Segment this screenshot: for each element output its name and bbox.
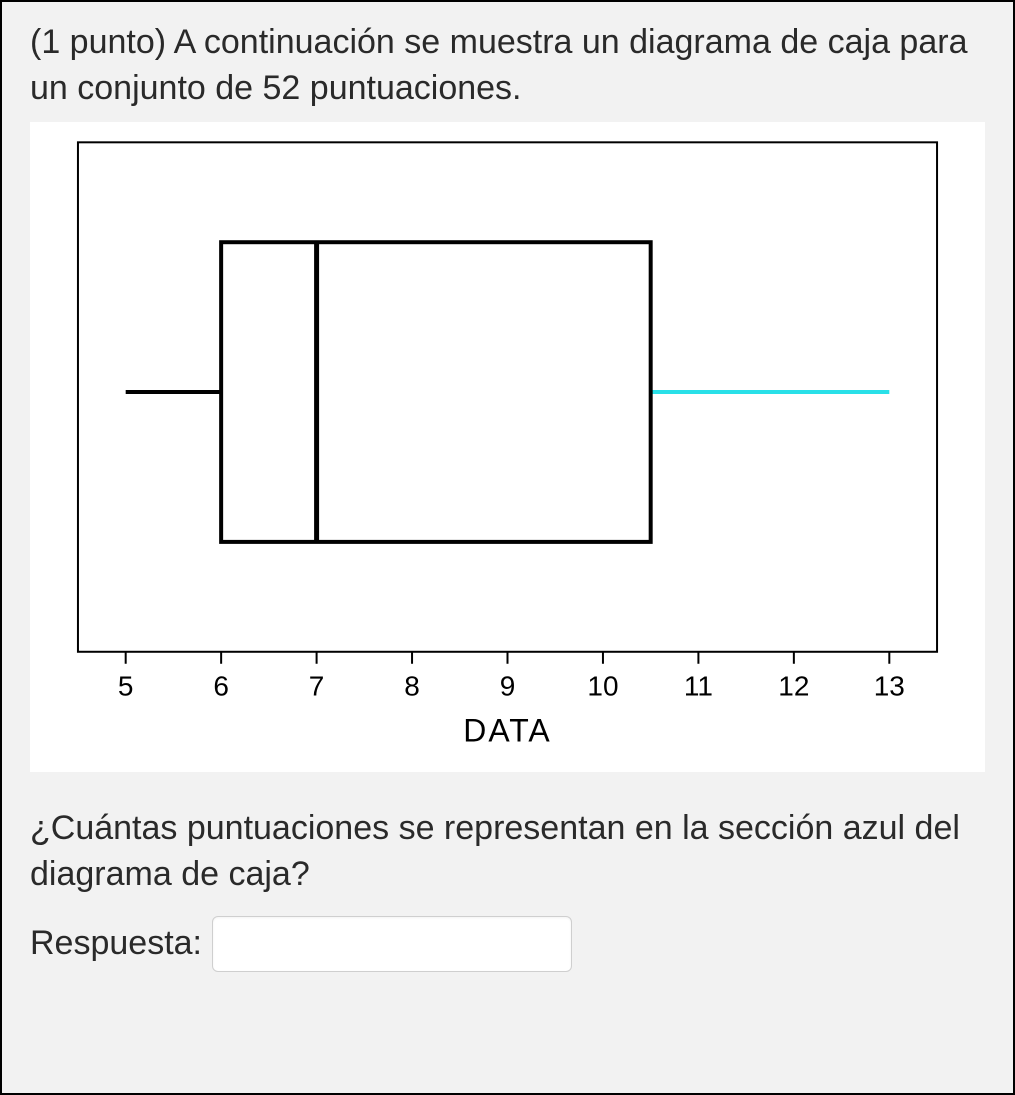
svg-text:7: 7: [309, 671, 325, 702]
question-card: (1 punto) A continuación se muestra un d…: [0, 0, 1015, 1095]
question-followup: ¿Cuántas puntuaciones se representan en …: [30, 806, 985, 898]
svg-text:5: 5: [118, 671, 134, 702]
svg-text:12: 12: [778, 671, 809, 702]
answer-row: Respuesta:: [30, 916, 985, 972]
svg-text:8: 8: [404, 671, 420, 702]
boxplot-svg: 5 6 7 8 9 10 11 12 13 DATA: [38, 122, 977, 762]
answer-input[interactable]: [212, 916, 572, 972]
svg-text:11: 11: [684, 671, 713, 702]
boxplot-chart: 5 6 7 8 9 10 11 12 13 DATA: [30, 122, 985, 772]
question-prompt: (1 punto) A continuación se muestra un d…: [30, 20, 985, 112]
svg-text:6: 6: [213, 671, 229, 702]
svg-text:13: 13: [874, 671, 905, 702]
svg-text:9: 9: [500, 671, 516, 702]
svg-text:DATA: DATA: [463, 712, 551, 748]
svg-text:10: 10: [587, 671, 618, 702]
answer-label: Respuesta:: [30, 924, 202, 963]
